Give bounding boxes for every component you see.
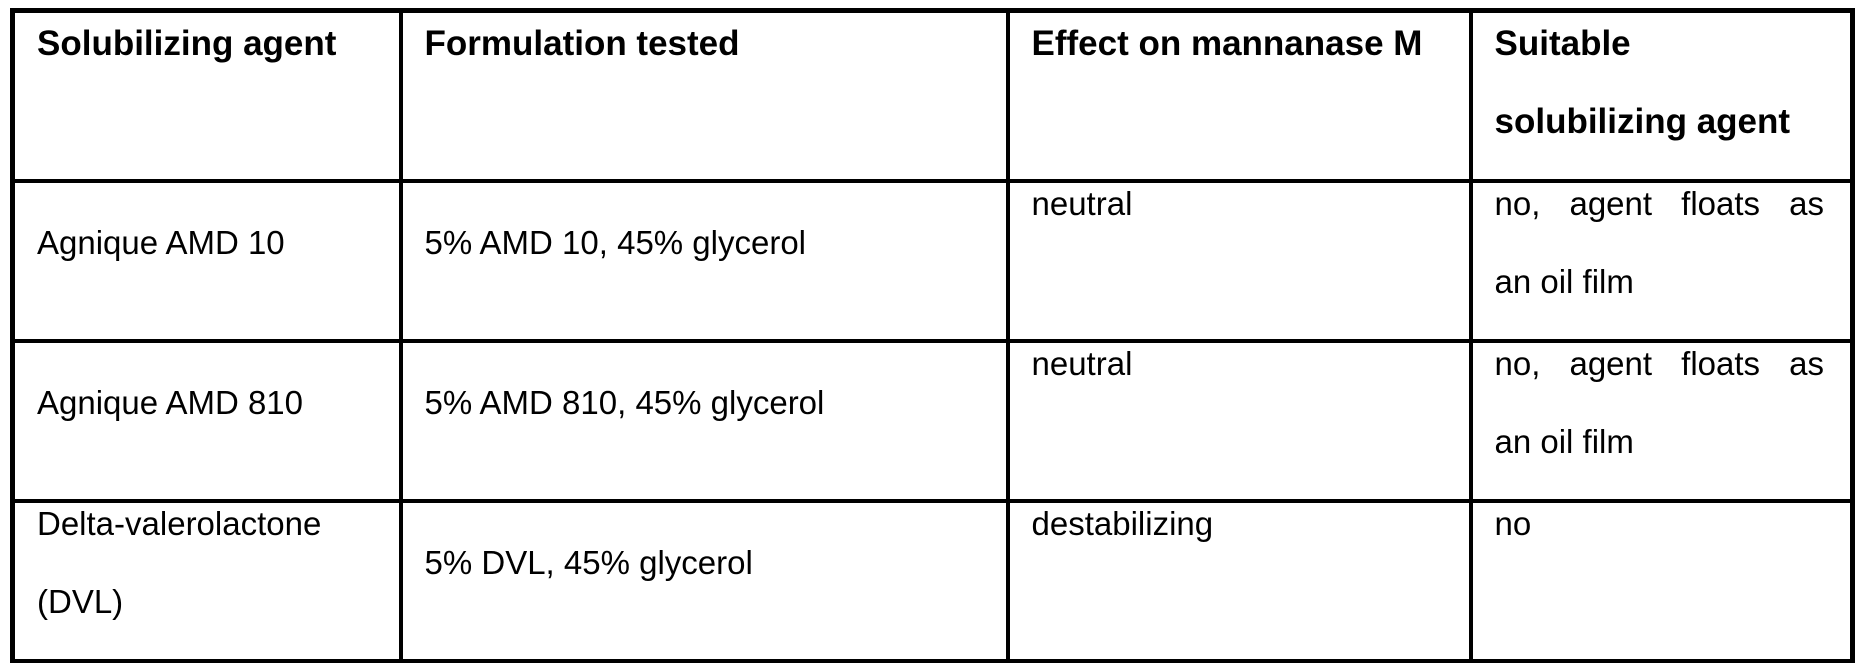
body-cell-line: neutral (1031, 185, 1133, 222)
body-cell: Delta-valerolactone (DVL) (10, 499, 403, 663)
body-cell-line: no, agent floats as (1494, 345, 1825, 382)
body-cell-line: neutral (1031, 345, 1133, 382)
header-cell: Solubilizing agent (10, 8, 403, 183)
body-cell-line: (DVL) (37, 583, 124, 620)
table-container: Solubilizing agent Formulation tested Effe… (10, 8, 1855, 663)
table-body: Agnique AMD 10 5% AMD 10, 45% glycerol neu… (10, 179, 1855, 663)
solubilizing-agents-table: Solubilizing agent Formulation tested Effe… (10, 8, 1855, 663)
header-cell: Effect on mannanase M (1005, 8, 1473, 183)
header-cell-line: Suitable (1494, 24, 1631, 63)
body-cell-line: no (1494, 505, 1532, 542)
body-cell-line: Agnique AMD 10 (37, 224, 285, 261)
body-cell-line: Agnique AMD 810 (37, 384, 304, 421)
header-cell-line: solubilizing agent (1494, 102, 1791, 141)
body-cell: no, agent floats as an oil film (1468, 339, 1855, 503)
body-cell: no (1468, 499, 1855, 663)
table-row: Agnique AMD 10 5% AMD 10, 45% glycerol neu… (10, 179, 1855, 343)
header-cell-line: Formulation tested (424, 24, 740, 63)
header-cell: Suitable solubilizing agent (1468, 8, 1855, 183)
body-cell-line: no, agent floats as (1494, 185, 1825, 222)
body-cell: Agnique AMD 10 (10, 179, 403, 343)
body-cell-line: destabilizing (1031, 505, 1214, 542)
body-cell-line: 5% DVL, 45% glycerol (424, 544, 753, 581)
body-cell-line: an oil film (1494, 423, 1634, 460)
body-cell-line: 5% AMD 10, 45% glycerol (424, 224, 807, 261)
table-header-row: Solubilizing agent Formulation tested Effe… (10, 8, 1855, 183)
body-cell-line: 5% AMD 810, 45% glycerol (424, 384, 825, 421)
body-cell: destabilizing (1005, 499, 1473, 663)
body-cell: 5% AMD 10, 45% glycerol (398, 179, 1010, 343)
body-cell: no, agent floats as an oil film (1468, 179, 1855, 343)
body-cell: 5% DVL, 45% glycerol (398, 499, 1010, 663)
body-cell-line: an oil film (1494, 263, 1634, 300)
body-cell: neutral (1005, 339, 1473, 503)
header-cell: Formulation tested (398, 8, 1010, 183)
table-row: Delta-valerolactone (DVL) 5% DVL, 45% glyc… (10, 499, 1855, 663)
body-cell: 5% AMD 810, 45% glycerol (398, 339, 1010, 503)
body-cell-line: Delta-valerolactone (37, 505, 322, 542)
header-cell-line: Effect on mannanase M (1031, 24, 1423, 63)
body-cell: Agnique AMD 810 (10, 339, 403, 503)
body-cell: neutral (1005, 179, 1473, 343)
header-cell-line: Solubilizing agent (37, 24, 337, 63)
table-row: Agnique AMD 810 5% AMD 810, 45% glycerol n… (10, 339, 1855, 503)
